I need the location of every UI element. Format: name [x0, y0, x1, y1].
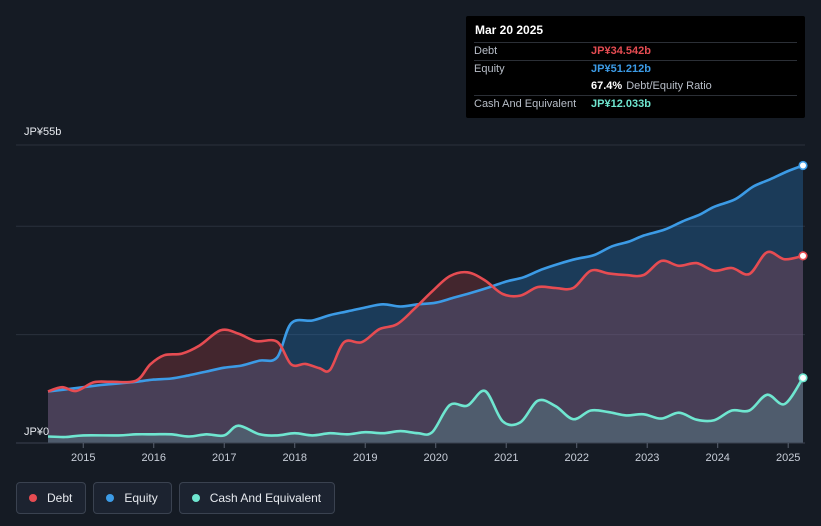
x-tick-label-2021: 2021	[494, 452, 518, 464]
x-tick-label-2016: 2016	[142, 452, 166, 464]
tooltip-row-cash: Cash And Equivalent JP¥12.033b	[474, 95, 797, 113]
line-equity	[47, 164, 804, 393]
legend-label-equity: Equity	[124, 491, 158, 505]
legend-label-debt: Debt	[47, 491, 73, 505]
tooltip-row-debt: Debt JP¥34.542b	[474, 42, 797, 60]
tooltip-date: Mar 20 2025	[475, 23, 544, 37]
legend-item-debt[interactable]: Debt	[16, 482, 87, 514]
tooltip-equity-value: JP¥51.212b	[591, 63, 651, 75]
x-tick-label-2019: 2019	[353, 452, 377, 464]
tooltip-cash-label: Cash And Equivalent	[474, 98, 577, 110]
endpoint-debt	[798, 251, 808, 261]
tooltip-ratio-value: 67.4%	[591, 80, 623, 92]
line-debt	[47, 250, 804, 393]
x-tick-label-2020: 2020	[423, 452, 447, 464]
tooltip-row-equity: Equity JP¥51.212b	[474, 60, 797, 78]
tooltip-cash-value: JP¥12.033b	[591, 98, 651, 110]
tooltip-debt-label: Debt	[474, 45, 498, 57]
cash-dot-icon	[191, 494, 200, 502]
debt-dot-icon	[29, 494, 37, 502]
y-tick-label-min: JP¥0	[24, 426, 50, 438]
equity-dot-icon	[106, 494, 115, 502]
series-endpoints	[798, 160, 808, 383]
line-cash-and-equivalent	[47, 377, 805, 439]
legend-item-equity[interactable]: Equity	[93, 482, 172, 514]
tooltip-panel: Mar 20 2025 Debt JP¥34.542b Equity JP¥51…	[466, 16, 805, 118]
x-tick-label-2022: 2022	[564, 452, 588, 464]
tooltip-equity-label: Equity	[474, 63, 505, 75]
legend-item-cash[interactable]: Cash And Equivalent	[178, 482, 336, 514]
endpoint-equity	[798, 160, 808, 171]
legend-label-cash: Cash And Equivalent	[209, 491, 322, 505]
endpoint-cash-and-equivalent	[798, 373, 808, 383]
x-tick-label-2023: 2023	[635, 452, 659, 464]
x-tick-label-2015: 2015	[71, 452, 95, 464]
series-lines	[47, 164, 805, 439]
y-tick-label-max: JP¥55b	[24, 126, 62, 138]
x-tick-label-2018: 2018	[282, 452, 306, 464]
x-tick-label-2024: 2024	[705, 452, 729, 464]
x-axis: 2015 2016 2017 2018 2019 2020 2021 2022 2023 2024…	[16, 442, 805, 464]
tooltip-debt-value: JP¥34.542b	[591, 45, 651, 57]
tooltip-ratio-label: Debt/Equity Ratio	[626, 80, 712, 92]
x-tick-label-2025: 2025	[776, 452, 800, 464]
tooltip-row-ratio: 67.4% Debt/Equity Ratio	[474, 78, 797, 95]
area-debt	[48, 251, 803, 443]
chart-legend: Debt Equity Cash And Equivalent	[16, 482, 336, 514]
x-tick-label-2017: 2017	[212, 452, 236, 464]
